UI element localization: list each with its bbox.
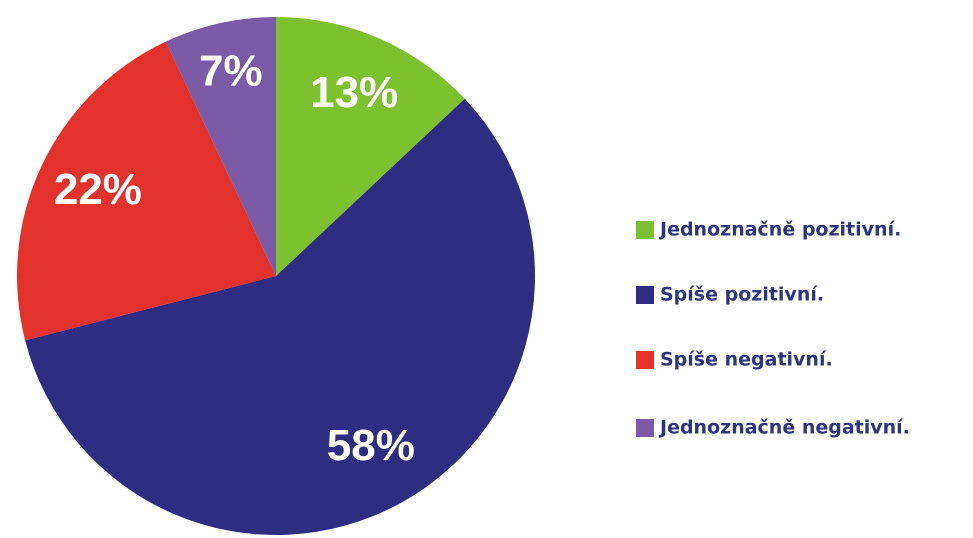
data-label: 22%	[54, 165, 142, 214]
data-label: 58%	[327, 421, 415, 470]
data-label: 13%	[310, 68, 398, 117]
pie-slice	[165, 17, 276, 276]
legend-label: Jednoznačně negativní.	[658, 417, 910, 439]
legend-label: Spíše pozitivní.	[660, 284, 824, 306]
legend-label: Spíše negativní.	[660, 349, 833, 371]
legend-swatch	[636, 351, 654, 369]
legend-swatch	[636, 221, 654, 239]
legend-label: Jednoznačně pozitivní.	[658, 219, 901, 241]
legend-swatch	[636, 286, 654, 304]
pie-slice	[276, 17, 465, 276]
data-label: 7%	[199, 46, 263, 95]
legend-swatch	[636, 419, 654, 437]
pie-slice	[17, 41, 277, 341]
pie-slice	[25, 98, 535, 535]
